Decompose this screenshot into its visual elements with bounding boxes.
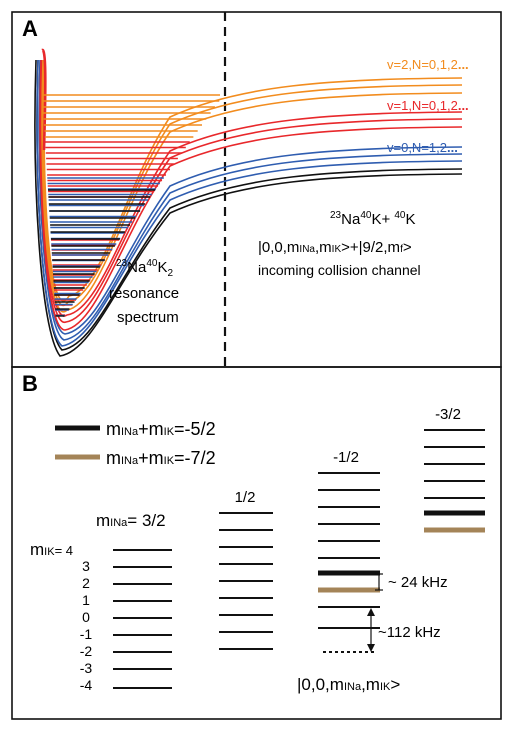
mik-tick: -3 (80, 660, 93, 676)
mik-tick: 0 (82, 609, 90, 625)
column-label-half: 1/2 (235, 489, 256, 506)
spacing-112khz: ~112 kHz (367, 608, 441, 652)
vib-label-v1: v=1,N=0,1,2... (387, 98, 469, 113)
svg-text:|0,0,mINa,mIK>+|9/2,mf>: |0,0,mINa,mIK>+|9/2,mf> (258, 239, 412, 256)
mik-tick: -2 (80, 643, 93, 659)
mik-tick: 1 (82, 592, 90, 608)
column-label-minus-three-half: -3/2 (435, 406, 461, 423)
potential-curve (40, 59, 463, 323)
potential-curve (39, 59, 463, 331)
panel-b-frame (11, 366, 502, 720)
svg-text:mINa+mIK=-5/2: mINa+mIK=-5/2 (106, 419, 216, 439)
svg-text:23Na40K2: 23Na40K2 (116, 258, 173, 279)
potential-curve (38, 59, 463, 341)
basis-label: |0,0,mINa,mIK> (297, 675, 400, 694)
svg-text:~ 24 kHz: ~ 24 kHz (388, 574, 448, 591)
potential-curve (36, 59, 463, 347)
potential-curve (42, 59, 463, 306)
bound-levels (42, 94, 220, 317)
vib-label-v2: v=2,N=0,1,2... (387, 57, 469, 72)
potential-curves (34, 48, 463, 357)
legend: mINa+mIK=-5/2 mINa+mIK=-7/2 (55, 419, 216, 468)
hyperfine-levels (113, 429, 485, 689)
mik-tick: 2 (82, 575, 90, 591)
panel-a-letter: A (22, 16, 38, 41)
mik-tick: -1 (80, 626, 93, 642)
svg-text:spectrum: spectrum (117, 309, 179, 326)
svg-text:incoming collision channel: incoming collision channel (258, 262, 421, 278)
mik-tick: -4 (80, 677, 93, 693)
vib-label-v0: v=0,N=1,2... (387, 140, 458, 155)
svg-text:23Na40K+ 40K: 23Na40K+ 40K (330, 210, 416, 228)
mik-ticks: 3 2 1 0 -1 -2 -3 -4 (80, 558, 93, 693)
potential-curve (43, 59, 463, 302)
spacing-24khz: ~ 24 kHz (375, 573, 448, 591)
mik-label: mIK= 4 (30, 540, 73, 559)
potential-curve (34, 59, 463, 357)
svg-text:resonance: resonance (109, 285, 179, 302)
wall-highlight (40, 48, 47, 151)
resonance-label: 23Na40K2 resonance spectrum (109, 258, 179, 326)
svg-text:~112 kHz: ~112 kHz (378, 624, 441, 641)
panel-b-letter: B (22, 371, 38, 396)
channel-label: 23Na40K+ 40K |0,0,mINa,mIK>+|9/2,mf> inc… (258, 210, 421, 278)
svg-text:mINa+mIK=-7/2: mINa+mIK=-7/2 (106, 448, 216, 468)
mina-label: mINa= 3/2 (96, 511, 166, 530)
mik-tick: 3 (82, 558, 90, 574)
column-label-minus-half: -1/2 (333, 449, 359, 466)
